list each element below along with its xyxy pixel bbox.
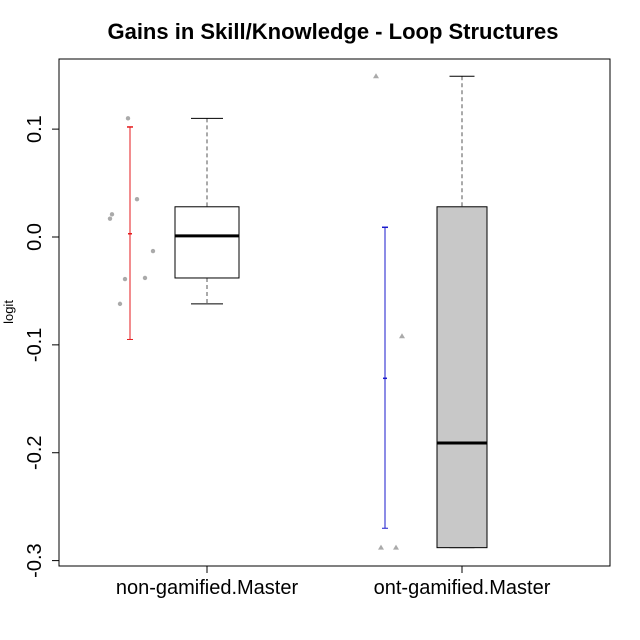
y-tick-label: 0.1 <box>24 115 46 143</box>
data-point <box>378 544 384 550</box>
boxes <box>174 75 488 549</box>
data-point <box>142 275 148 281</box>
y-tick-label: -0.2 <box>24 435 46 469</box>
mean-bars <box>127 126 388 529</box>
plot-frame <box>58 58 611 567</box>
x-tick-label: non-gamified.Master <box>116 577 299 599</box>
x-axis: non-gamified.Master ont-gamified.Master <box>116 565 551 599</box>
data-point <box>393 544 399 550</box>
y-tick-label: -0.1 <box>24 328 46 362</box>
data-point <box>117 301 123 307</box>
data-point <box>373 73 379 79</box>
box-iqr <box>436 206 488 549</box>
y-tick-label: -0.3 <box>24 543 46 577</box>
data-point <box>399 333 405 339</box>
y-axis: 0.1 0.0 -0.1 -0.2 -0.3 <box>24 115 60 578</box>
data-point <box>107 216 113 221</box>
points <box>107 73 405 550</box>
y-tick-label: 0.0 <box>24 223 46 251</box>
y-axis-label: logit <box>1 300 16 324</box>
data-point <box>150 248 156 254</box>
data-point <box>134 197 140 202</box>
data-point <box>122 276 128 282</box>
chart-title: Gains in Skill/Knowledge - Loop Structur… <box>107 19 558 44</box>
data-point <box>125 116 131 121</box>
x-tick-label: ont-gamified.Master <box>374 577 551 599</box>
data-point <box>109 212 115 217</box>
box-iqr <box>174 206 240 279</box>
